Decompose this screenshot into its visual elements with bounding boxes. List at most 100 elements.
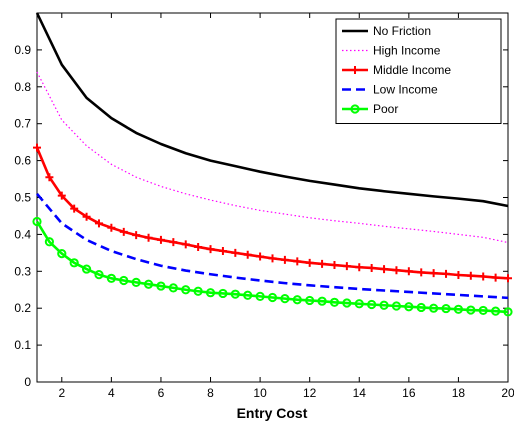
data-point: [280, 294, 290, 304]
legend-marker-middle-income: [351, 66, 359, 74]
data-point: [466, 305, 476, 315]
legend-label-no-friction: No Friction: [373, 24, 431, 38]
data-point: [218, 288, 228, 299]
legend-label-middle-income: Middle Income: [373, 63, 451, 77]
data-point: [156, 235, 165, 244]
data-point: [132, 231, 141, 240]
data-point: [305, 295, 315, 306]
data-point: [230, 289, 240, 299]
data-point: [243, 250, 252, 259]
data-point: [181, 285, 191, 295]
data-point: [32, 216, 42, 227]
y-tick-label: 0.3: [14, 264, 31, 278]
data-point: [57, 191, 66, 200]
series-low-income: [36, 192, 509, 300]
x-tick-label: 4: [108, 386, 115, 400]
legend-label-low-income: Low Income: [373, 83, 438, 97]
y-tick-label: 0.1: [14, 338, 31, 352]
data-point: [44, 237, 54, 247]
data-point: [243, 290, 253, 300]
legend-marker-poor: [350, 104, 360, 114]
data-point: [106, 273, 116, 283]
y-tick-label: 0: [24, 375, 31, 389]
y-tick-label: 0.6: [14, 154, 31, 168]
legend-label-poor: Poor: [373, 102, 398, 116]
data-point: [255, 291, 265, 301]
data-point: [280, 255, 289, 264]
x-tick-label: 16: [402, 386, 416, 400]
y-tick-label: 0.7: [14, 117, 31, 131]
data-point: [379, 300, 389, 310]
data-point: [442, 269, 451, 278]
data-point: [107, 223, 116, 232]
y-tick-label: 0.8: [14, 80, 31, 94]
data-point: [256, 252, 265, 261]
data-point: [119, 227, 128, 236]
data-point: [479, 272, 488, 281]
data-point: [429, 269, 438, 278]
data-point: [218, 247, 227, 256]
data-point: [305, 258, 314, 267]
data-point: [454, 270, 463, 279]
x-tick-label: 2: [58, 386, 65, 400]
series-no-friction: [35, 12, 509, 208]
data-point: [193, 286, 203, 296]
data-point: [119, 275, 129, 286]
series-high-income: [36, 71, 509, 244]
series-middle-income: [33, 143, 512, 283]
data-point: [81, 264, 92, 274]
data-point: [169, 238, 178, 247]
data-point: [144, 233, 153, 242]
data-point: [181, 240, 190, 249]
series-line-high-income: [36, 71, 509, 244]
data-point: [70, 204, 79, 213]
series-layer: [32, 12, 513, 317]
data-point: [317, 296, 327, 306]
data-point: [206, 245, 215, 254]
data-point: [416, 302, 426, 313]
data-point: [355, 263, 364, 272]
data-point: [417, 268, 426, 277]
data-point: [367, 299, 377, 310]
x-axis-title: Entry Cost: [237, 405, 308, 421]
data-point: [69, 258, 79, 268]
data-point: [168, 283, 178, 293]
data-point: [57, 248, 67, 259]
data-point: [466, 271, 475, 280]
x-tick-label: 18: [452, 386, 466, 400]
data-point: [231, 248, 240, 257]
data-point: [392, 266, 401, 275]
data-point: [143, 279, 154, 289]
data-point: [267, 292, 278, 303]
data-point: [504, 274, 512, 283]
data-point: [391, 301, 402, 311]
data-point: [367, 263, 376, 272]
data-point: [330, 261, 339, 270]
series-line-no-friction: [35, 12, 509, 208]
y-tick-label: 0.9: [14, 43, 31, 57]
legend-label-high-income: High Income: [373, 44, 441, 58]
x-tick-label: 12: [303, 386, 317, 400]
data-point: [94, 270, 104, 280]
data-point: [380, 265, 389, 274]
x-tick-label: 6: [158, 386, 165, 400]
data-point: [318, 259, 327, 268]
data-point: [194, 242, 203, 251]
y-tick-label: 0.2: [14, 301, 31, 315]
data-point: [156, 281, 166, 291]
legend: No Friction High Income Middle Income Low I…: [335, 18, 502, 124]
x-axis: 2 4 6 8 10 12 14 16 18 20: [58, 13, 514, 400]
y-tick-label: 0.4: [14, 227, 31, 241]
data-point: [354, 299, 364, 309]
y-axis: 0 0.1 0.2 0.3 0.4 0.5 0.6 0.7 0.8 0.9: [14, 43, 508, 389]
x-tick-label: 8: [207, 386, 214, 400]
data-point: [342, 262, 351, 271]
data-point: [342, 298, 352, 308]
data-point: [94, 219, 103, 228]
data-point: [441, 303, 451, 314]
series-poor: [32, 216, 513, 317]
data-point: [478, 305, 488, 316]
data-point: [404, 302, 414, 312]
data-point: [82, 212, 91, 221]
